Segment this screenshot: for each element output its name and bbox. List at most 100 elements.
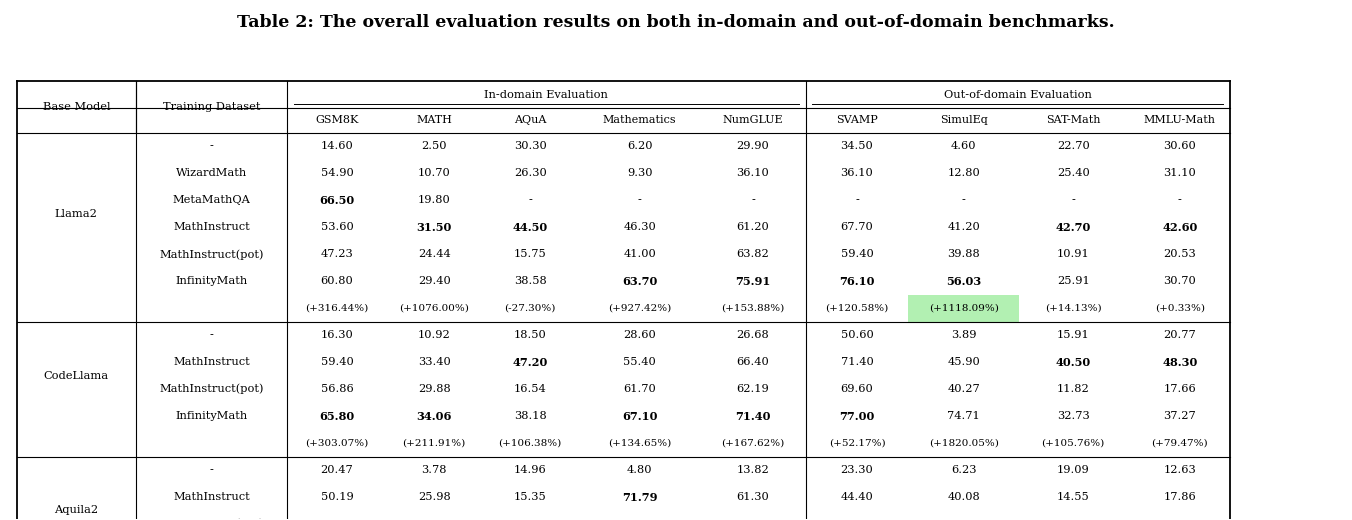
Text: -: -: [1071, 196, 1075, 205]
Text: 66.50: 66.50: [319, 195, 354, 206]
Text: 61.70: 61.70: [623, 384, 656, 394]
Text: 56.03: 56.03: [946, 276, 982, 287]
Text: 50.19: 50.19: [320, 492, 353, 502]
Text: 10.70: 10.70: [418, 168, 450, 178]
Text: 67.70: 67.70: [841, 223, 873, 232]
Text: 41.20: 41.20: [948, 223, 980, 232]
Text: 29.40: 29.40: [418, 276, 450, 287]
Text: 46.30: 46.30: [623, 223, 656, 232]
Text: 53.60: 53.60: [320, 223, 353, 232]
Text: 30.30: 30.30: [514, 141, 546, 151]
Text: 39.88: 39.88: [948, 249, 980, 259]
Text: MathInstruct(pot): MathInstruct(pot): [160, 249, 264, 259]
Text: 18.50: 18.50: [514, 330, 546, 340]
Text: (+14.13%): (+14.13%): [1045, 304, 1102, 313]
Text: 16.30: 16.30: [320, 330, 353, 340]
Text: 40.27: 40.27: [948, 384, 980, 394]
Text: InfinityMath: InfinityMath: [176, 411, 247, 421]
Text: 30.70: 30.70: [1164, 276, 1197, 287]
Text: (+120.58%): (+120.58%): [825, 304, 888, 313]
Text: SAT-Math: SAT-Math: [1046, 115, 1101, 125]
Text: Mathematics: Mathematics: [603, 115, 676, 125]
Text: WizardMath: WizardMath: [176, 168, 247, 178]
Text: 12.60: 12.60: [514, 519, 546, 520]
Text: 14.96: 14.96: [514, 465, 546, 475]
Text: 61.20: 61.20: [737, 223, 769, 232]
Text: -: -: [854, 196, 859, 205]
Text: Training Dataset: Training Dataset: [162, 102, 260, 112]
Text: MathInstruct(pot): MathInstruct(pot): [160, 518, 264, 520]
Text: 12.63: 12.63: [1164, 465, 1197, 475]
Text: 24.44: 24.44: [418, 249, 450, 259]
Text: (+153.88%): (+153.88%): [722, 304, 784, 313]
Text: 12.80: 12.80: [948, 168, 980, 178]
Text: 59.40: 59.40: [320, 357, 353, 367]
Bar: [909, 295, 1019, 322]
Text: 10.91: 10.91: [1057, 249, 1090, 259]
Text: 60.80: 60.80: [320, 276, 353, 287]
Text: 50.10: 50.10: [841, 519, 873, 520]
Text: 20.77: 20.77: [1164, 330, 1197, 340]
Text: -: -: [1178, 196, 1182, 205]
Text: (+167.62%): (+167.62%): [722, 438, 784, 448]
Text: 54.90: 54.90: [320, 168, 353, 178]
Text: 29.88: 29.88: [418, 384, 450, 394]
Text: Aquila2: Aquila2: [54, 505, 99, 515]
Text: (+1076.00%): (+1076.00%): [399, 304, 469, 313]
Text: 6.23: 6.23: [950, 465, 976, 475]
Text: 75.91: 75.91: [735, 276, 771, 287]
Text: 17.66: 17.66: [1164, 384, 1197, 394]
Text: 55.40: 55.40: [623, 357, 656, 367]
Text: MathInstruct: MathInstruct: [173, 492, 250, 502]
Text: 34.50: 34.50: [841, 141, 873, 151]
Text: -: -: [210, 141, 214, 151]
Text: 50.60: 50.60: [841, 330, 873, 340]
Text: -: -: [752, 196, 754, 205]
Text: 3.89: 3.89: [950, 330, 976, 340]
Text: 10.92: 10.92: [418, 330, 450, 340]
Text: (+0.33%): (+0.33%): [1155, 304, 1205, 313]
Text: 15.75: 15.75: [514, 249, 546, 259]
Text: 17.86: 17.86: [1164, 492, 1197, 502]
Text: 59.40: 59.40: [841, 249, 873, 259]
Text: (+1118.09%): (+1118.09%): [929, 304, 999, 313]
Text: 45.90: 45.90: [948, 357, 980, 367]
Text: 44.40: 44.40: [841, 492, 873, 502]
Text: 14.60: 14.60: [320, 141, 353, 151]
Text: (+316.44%): (+316.44%): [306, 304, 369, 313]
Text: 20.53: 20.53: [1164, 249, 1197, 259]
Text: 15.35: 15.35: [514, 492, 546, 502]
Text: 38.58: 38.58: [514, 276, 546, 287]
Text: Base Model: Base Model: [42, 102, 110, 112]
Text: -: -: [961, 196, 965, 205]
Text: InfinityMath: InfinityMath: [176, 276, 247, 287]
Text: 17.27: 17.27: [1057, 519, 1090, 520]
Text: (+927.42%): (+927.42%): [608, 304, 671, 313]
Text: 56.86: 56.86: [320, 384, 353, 394]
Text: 26.80: 26.80: [1163, 518, 1198, 520]
Text: 61.30: 61.30: [737, 492, 769, 502]
Text: Llama2: Llama2: [55, 209, 97, 219]
Text: 2.50: 2.50: [422, 141, 448, 151]
Text: MathInstruct(pot): MathInstruct(pot): [160, 384, 264, 394]
Text: (+106.38%): (+106.38%): [499, 438, 562, 448]
Text: 15.91: 15.91: [1057, 330, 1090, 340]
Text: In-domain Evaluation: In-domain Evaluation: [484, 89, 608, 99]
Text: MATH: MATH: [416, 115, 452, 125]
Text: 42.60: 42.60: [1163, 222, 1198, 233]
Text: (+52.17%): (+52.17%): [829, 438, 886, 448]
Text: 14.55: 14.55: [1057, 492, 1090, 502]
Text: 33.40: 33.40: [418, 357, 450, 367]
Text: NumGLUE: NumGLUE: [723, 115, 783, 125]
Text: MetaMathQA: MetaMathQA: [173, 196, 250, 205]
Text: 20.47: 20.47: [320, 465, 353, 475]
Text: MathInstruct: MathInstruct: [173, 357, 250, 367]
Text: 34.06: 34.06: [416, 411, 452, 422]
Text: SVAMP: SVAMP: [836, 115, 877, 125]
Text: (+105.76%): (+105.76%): [1041, 438, 1105, 448]
Text: 46.11: 46.11: [948, 519, 980, 520]
Text: 25.40: 25.40: [1057, 168, 1090, 178]
Text: 25.98: 25.98: [418, 492, 450, 502]
Text: AQuA: AQuA: [514, 115, 546, 125]
Text: 42.70: 42.70: [1056, 222, 1091, 233]
